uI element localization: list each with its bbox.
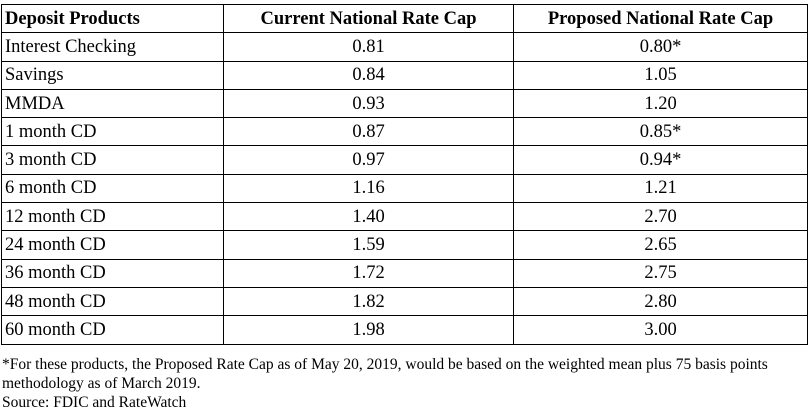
product-name: 3 month CD xyxy=(1,145,224,175)
product-name: 1 month CD xyxy=(1,117,224,147)
table-row: 6 month CD 1.16 1.21 xyxy=(1,173,808,204)
current-rate: 1.16 xyxy=(223,173,514,204)
proposed-rate: 1.05 xyxy=(513,60,808,90)
product-name: 24 month CD xyxy=(1,230,224,260)
table-row: 1 month CD 0.87 0.85* xyxy=(1,117,808,147)
current-rate: 1.40 xyxy=(223,202,514,232)
proposed-rate: 2.80 xyxy=(513,286,808,317)
table-row: 24 month CD 1.59 2.65 xyxy=(1,230,808,260)
table-row: 12 month CD 1.40 2.70 xyxy=(1,202,808,232)
current-rate: 1.82 xyxy=(223,286,514,317)
header-proposed-rate-cap: Proposed National Rate Cap xyxy=(513,3,808,34)
proposed-rate: 2.75 xyxy=(513,258,808,288)
table-row: 36 month CD 1.72 2.75 xyxy=(1,258,808,288)
product-name: 6 month CD xyxy=(1,173,224,204)
header-current-rate-cap: Current National Rate Cap xyxy=(223,3,514,34)
current-rate: 1.72 xyxy=(223,258,514,288)
table-header-row: Deposit Products Current National Rate C… xyxy=(1,3,808,34)
product-name: 60 month CD xyxy=(1,315,224,345)
table-row: 3 month CD 0.97 0.94* xyxy=(1,145,808,175)
proposed-rate: 2.65 xyxy=(513,230,808,260)
proposed-rate: 0.94* xyxy=(513,145,808,175)
product-name: 36 month CD xyxy=(1,258,224,288)
header-deposit-products: Deposit Products xyxy=(1,3,224,34)
current-rate: 1.59 xyxy=(223,230,514,260)
table-row: Interest Checking 0.81 0.80* xyxy=(1,32,808,62)
current-rate: 0.81 xyxy=(223,32,514,62)
product-name: MMDA xyxy=(1,88,224,119)
footnote: *For these products, the Proposed Rate C… xyxy=(2,356,768,392)
current-rate: 0.87 xyxy=(223,117,514,147)
current-rate: 1.98 xyxy=(223,315,514,345)
table-notes: *For these products, the Proposed Rate C… xyxy=(2,355,807,412)
table-row: 48 month CD 1.82 2.80 xyxy=(1,286,808,317)
current-rate: 0.97 xyxy=(223,145,514,175)
current-rate: 0.84 xyxy=(223,60,514,90)
product-name: Savings xyxy=(1,60,224,90)
product-name: 48 month CD xyxy=(1,286,224,317)
table-row: 60 month CD 1.98 3.00 xyxy=(1,315,808,345)
current-rate: 0.93 xyxy=(223,88,514,119)
product-name: 12 month CD xyxy=(1,202,224,232)
rate-cap-table: Deposit Products Current National Rate C… xyxy=(1,3,808,345)
proposed-rate: 0.85* xyxy=(513,117,808,147)
source-note: Source: FDIC and RateWatch xyxy=(2,394,187,411)
proposed-rate: 2.70 xyxy=(513,202,808,232)
proposed-rate: 1.21 xyxy=(513,173,808,204)
product-name: Interest Checking xyxy=(1,32,224,62)
table-row: MMDA 0.93 1.20 xyxy=(1,88,808,119)
proposed-rate: 0.80* xyxy=(513,32,808,62)
proposed-rate: 1.20 xyxy=(513,88,808,119)
proposed-rate: 3.00 xyxy=(513,315,808,345)
table-row: Savings 0.84 1.05 xyxy=(1,60,808,90)
